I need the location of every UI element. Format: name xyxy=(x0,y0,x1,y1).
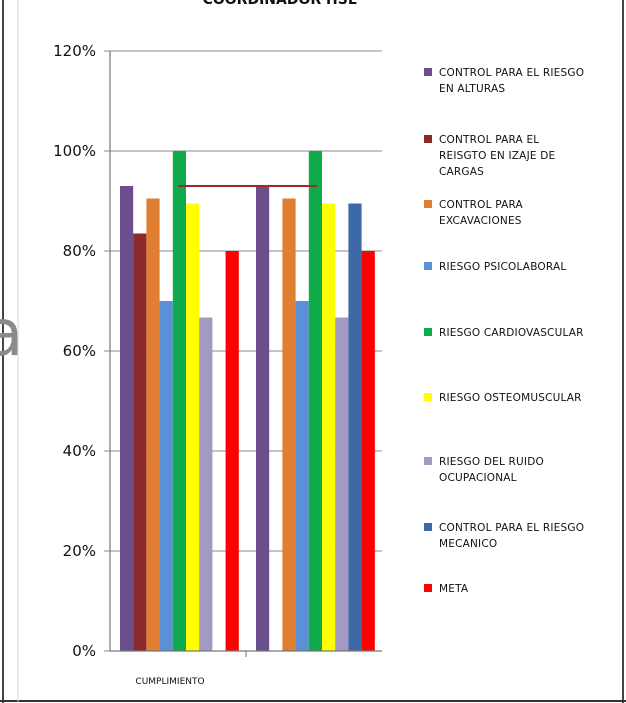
legend-label-line: CARGAS xyxy=(439,166,484,178)
legend-label-line: CONTROL PARA EL RIESGO xyxy=(439,522,584,534)
background-letter: a xyxy=(0,297,23,371)
legend-swatch xyxy=(424,200,432,208)
legend-label-line: RIESGO DEL RUIDO xyxy=(439,456,544,468)
legend-label-line: CONTROL PARA EL xyxy=(439,134,539,146)
legend-swatch xyxy=(424,328,432,336)
legend-swatch xyxy=(424,393,432,401)
y-tick-label: 60% xyxy=(63,342,96,360)
legend-label-line: CONTROL PARA xyxy=(439,199,524,211)
bar xyxy=(282,198,296,651)
bar xyxy=(335,317,349,651)
bar xyxy=(172,151,186,651)
y-tick-label: 120% xyxy=(53,42,96,60)
legend-label: RIESGO CARDIOVASCULAR xyxy=(439,327,584,339)
legend-label-line: RIESGO CARDIOVASCULAR xyxy=(439,327,584,339)
legend-swatch xyxy=(424,262,432,270)
legend-label: META xyxy=(439,583,469,595)
legend-label: CONTROL PARA EL RIESGO EN ALTURAS xyxy=(439,67,584,95)
bar xyxy=(186,203,200,651)
legend-swatch xyxy=(424,523,432,531)
bar xyxy=(322,203,336,651)
bar xyxy=(308,151,322,651)
bars xyxy=(120,151,375,651)
legend-label: RIESGO DEL RUIDO OCUPACIONAL xyxy=(439,456,544,484)
legend-label-line: META xyxy=(439,583,469,595)
legend-item: RIESGO DEL RUIDO OCUPACIONAL xyxy=(424,456,544,484)
legend-swatch xyxy=(424,584,432,592)
y-tick-label: 20% xyxy=(63,542,96,560)
legend-swatch xyxy=(424,457,432,465)
bar xyxy=(199,317,213,651)
legend-item: CONTROL PARA EL RIESGO MECANICO xyxy=(424,522,584,550)
legend-item: CONTROL PARA EL REISGTO EN IZAJE DE CARGAS xyxy=(424,134,555,178)
legend-label-line: RIESGO OSTEOMUSCULAR xyxy=(439,392,582,404)
legend-label-line: RIESGO PSICOLABORAL xyxy=(439,261,566,273)
bar xyxy=(225,251,239,651)
legend-label-line: EXCAVACIONES xyxy=(439,215,522,227)
legend-label-line: REISGTO EN IZAJE DE xyxy=(439,150,555,162)
y-tick-label: 40% xyxy=(63,442,96,460)
bar xyxy=(256,186,270,651)
legend-label: CONTROL PARA EL REISGTO EN IZAJE DE CARGAS xyxy=(439,134,555,178)
legend-swatch xyxy=(424,135,432,143)
legend-item: CONTROL PARA EL RIESGO EN ALTURAS xyxy=(424,67,584,95)
bar xyxy=(295,301,309,651)
x-category-label: CUMPLIMIENTO xyxy=(135,677,204,687)
legend-item: META xyxy=(424,583,469,595)
legend-item: CONTROL PARA EXCAVACIONES xyxy=(424,199,524,227)
legend-label: RIESGO OSTEOMUSCULAR xyxy=(439,392,582,404)
legend-label-line: OCUPACIONAL xyxy=(439,472,517,484)
y-tick-label: 80% xyxy=(63,242,96,260)
legend-label-line: EN ALTURAS xyxy=(439,83,505,95)
legend: CONTROL PARA EL RIESGO EN ALTURASCONTROL … xyxy=(424,67,584,595)
bar xyxy=(146,198,160,651)
y-tick-label: 100% xyxy=(53,142,96,160)
legend-item: RIESGO OSTEOMUSCULAR xyxy=(424,392,582,404)
legend-label: CONTROL PARA EL RIESGO MECANICO xyxy=(439,522,584,550)
y-tick-label: 0% xyxy=(72,642,96,660)
legend-swatch xyxy=(424,68,432,76)
legend-item: RIESGO CARDIOVASCULAR xyxy=(424,327,584,339)
bar xyxy=(120,186,134,651)
legend-label-line: MECANICO xyxy=(439,538,497,550)
bar xyxy=(361,251,375,651)
bar xyxy=(133,233,147,651)
legend-item: RIESGO PSICOLABORAL xyxy=(424,261,566,273)
bar xyxy=(348,203,362,651)
legend-label: RIESGO PSICOLABORAL xyxy=(439,261,566,273)
axes: 0% 20% 40% 60% 80% 100% 120% CUMPLIMIENTO xyxy=(53,42,382,687)
legend-label-line: CONTROL PARA EL RIESGO xyxy=(439,67,584,79)
chart-title-partial: COORDINADOR HSE xyxy=(203,0,358,8)
bar xyxy=(159,301,173,651)
legend-label: CONTROL PARA EXCAVACIONES xyxy=(439,199,524,227)
